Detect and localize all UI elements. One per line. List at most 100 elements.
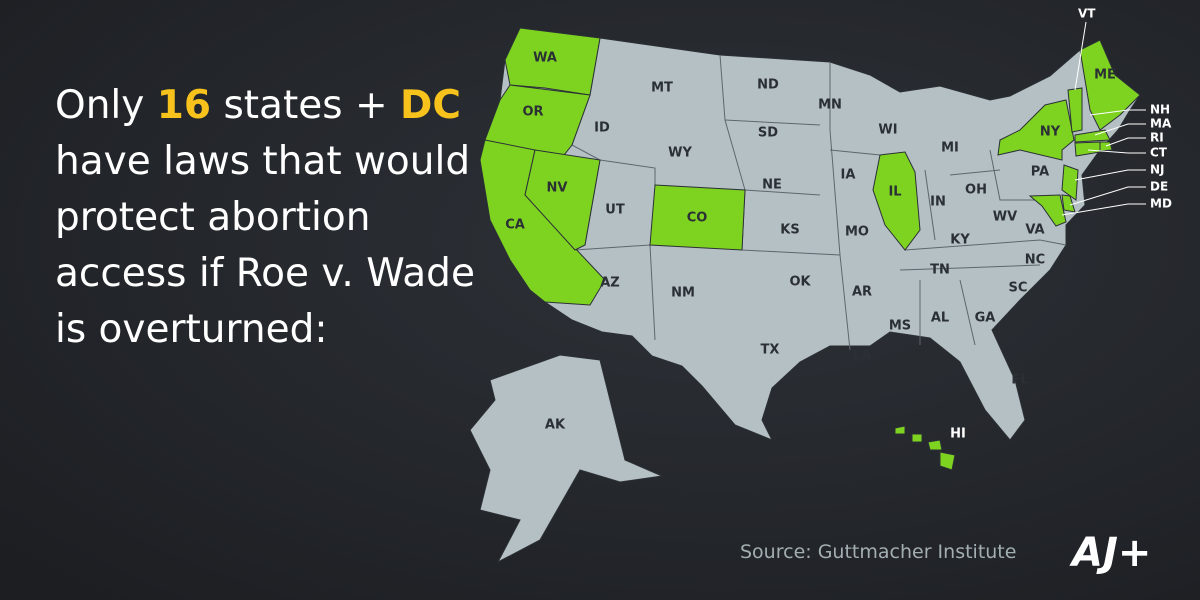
protected-state [1061, 194, 1076, 213]
state-label: CA [505, 218, 525, 233]
land [469, 354, 664, 564]
state-label: OK [789, 275, 811, 290]
state-border [744, 189, 821, 196]
state-label: SC [1009, 281, 1028, 296]
headline: have laws that would protect abortion acce… [55, 139, 475, 352]
protected-state [1061, 164, 1079, 201]
state-label: GA [975, 311, 996, 326]
state-label: MA [1150, 117, 1172, 131]
protected-state [1067, 87, 1083, 133]
state-label: AZ [600, 276, 620, 291]
state-label: KS [780, 223, 799, 238]
protected-state [1099, 141, 1113, 152]
state-label: MI [941, 141, 959, 156]
headline-part: 16 [157, 83, 211, 128]
protected-state [649, 184, 746, 251]
state-label: ID [594, 121, 610, 136]
protected-state [524, 149, 601, 251]
state-border [924, 169, 936, 241]
leader-line [1074, 21, 1087, 91]
state-label: NH [1150, 103, 1170, 117]
state-label: OH [965, 183, 987, 198]
state-label: NV [547, 181, 568, 196]
state-label: TN [930, 263, 950, 278]
state-label: NY [1040, 125, 1061, 140]
headline-part: DC [400, 83, 461, 128]
state-label: KY [950, 233, 970, 248]
state-label: IA [841, 168, 856, 183]
headline-line: is overturned: [55, 307, 328, 352]
state-label: RI [1150, 131, 1164, 145]
state-label: DE [1150, 180, 1168, 194]
source: Source: Guttmacher Institute [740, 541, 1016, 563]
protected-state [504, 27, 601, 96]
leader-line [1069, 186, 1146, 206]
state-border [904, 239, 1067, 251]
state-border [949, 169, 1001, 176]
state-label: LA [853, 349, 871, 364]
state-label: HI [950, 427, 966, 442]
state-border [741, 249, 841, 256]
state-label: FL [1011, 373, 1028, 388]
protected-state [894, 425, 906, 435]
protected-state [927, 439, 943, 451]
state-label: WI [878, 123, 897, 138]
state-label: IL [888, 185, 901, 200]
state-label: OR [522, 105, 543, 120]
state-label: MD [1150, 197, 1172, 211]
headline-line: have laws that would [55, 139, 470, 184]
state-label: IN [930, 195, 946, 210]
state-label: UT [605, 203, 625, 218]
land [479, 27, 1141, 441]
state-label: AK [545, 418, 566, 433]
leader-line [1061, 203, 1146, 216]
state-label: AL [931, 311, 949, 326]
headline-line: access if Roe v. Wade [55, 251, 475, 296]
state-border [959, 279, 976, 346]
state-label: NJ [1150, 163, 1165, 177]
logo: AJ+ [1069, 530, 1151, 576]
state-label: TX [761, 343, 780, 358]
state-label: PA [1031, 165, 1049, 180]
state-label: ND [757, 78, 779, 93]
leader-line [1087, 149, 1146, 154]
leader-line [1094, 123, 1146, 136]
protected-state [997, 99, 1075, 161]
headline-part: states + [223, 83, 387, 128]
leader-line [1089, 109, 1146, 116]
state-label: AR [852, 285, 872, 300]
leader-line [1074, 169, 1146, 181]
leader-line [1105, 137, 1146, 147]
headline-part: Only [55, 83, 144, 128]
protected-state [872, 151, 921, 251]
map [469, 27, 1141, 564]
state-label: ME [1094, 68, 1116, 83]
state-labels: WA OR CA NV ID MT WY UT CO AZ NM ND SD NE KS OK TX MN IA MO… [505, 7, 1172, 442]
state-label: WY [668, 146, 692, 161]
protected-state [939, 451, 956, 471]
state-label: NM [671, 286, 695, 301]
protected-state [911, 433, 923, 443]
state-label: NE [762, 178, 782, 193]
protected-state [1079, 39, 1141, 131]
state-border [899, 264, 1041, 271]
state-border [724, 119, 821, 126]
headline-line: protect abortion [55, 195, 370, 240]
headline-line: Only 16 states + DC [55, 83, 461, 128]
state-label: VT [1078, 7, 1096, 21]
protected-state [1028, 194, 1067, 227]
state-label: MT [651, 81, 673, 96]
state-label: WA [533, 51, 557, 66]
state-border [989, 149, 1040, 201]
protected-state [1074, 141, 1101, 157]
state-label: VA [1025, 223, 1044, 238]
state-label: MO [845, 225, 869, 240]
state-label: NC [1025, 253, 1045, 268]
state-label: CT [1150, 146, 1168, 160]
state-label: MS [889, 319, 911, 334]
state-label: MN [818, 98, 842, 113]
state-border [829, 149, 881, 156]
state-label: SD [758, 126, 778, 141]
state-border [829, 62, 851, 351]
